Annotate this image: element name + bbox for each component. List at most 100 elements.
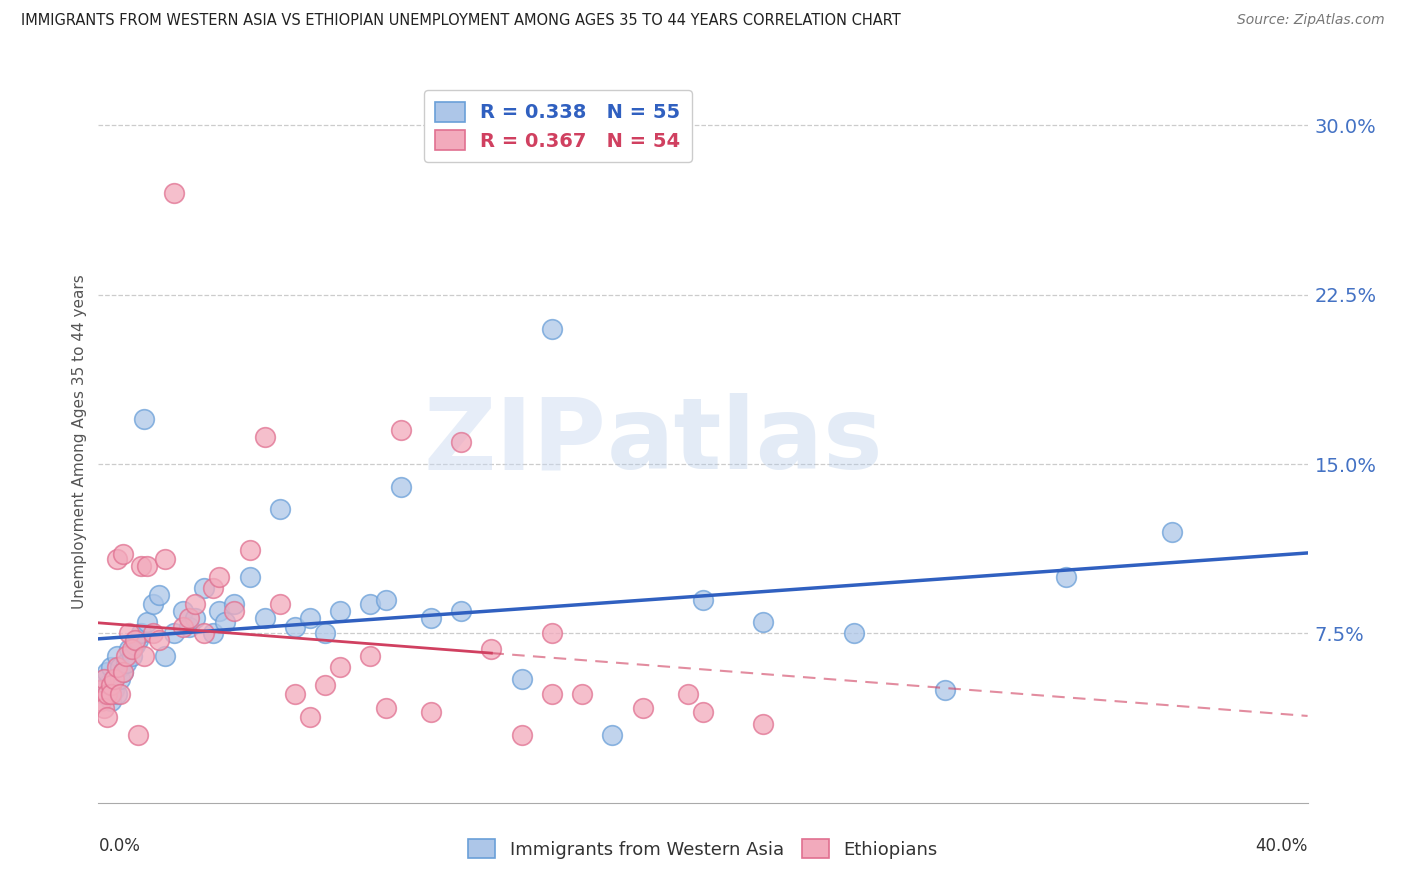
Point — [208, 604, 231, 618]
Point — [389, 480, 412, 494]
Point — [105, 660, 128, 674]
Point — [193, 582, 215, 596]
Point — [96, 710, 118, 724]
Point — [540, 687, 562, 701]
Point — [142, 597, 165, 611]
Point — [1054, 570, 1077, 584]
Y-axis label: Unemployment Among Ages 35 to 44 years: Unemployment Among Ages 35 to 44 years — [72, 274, 87, 609]
Legend: Immigrants from Western Asia, Ethiopians: Immigrants from Western Asia, Ethiopians — [461, 832, 945, 866]
Point — [129, 626, 152, 640]
Point — [105, 687, 128, 701]
Point — [111, 548, 134, 562]
Point — [314, 678, 336, 692]
Point — [202, 582, 225, 596]
Point — [135, 558, 157, 573]
Point — [184, 597, 207, 611]
Point — [253, 430, 276, 444]
Point — [118, 642, 141, 657]
Point — [103, 672, 125, 686]
Text: 40.0%: 40.0% — [1256, 837, 1308, 855]
Point — [179, 620, 201, 634]
Point — [103, 682, 125, 697]
Point — [239, 542, 262, 557]
Point — [100, 678, 122, 692]
Point — [692, 706, 714, 720]
Point — [153, 648, 176, 663]
Point — [540, 626, 562, 640]
Point — [108, 687, 131, 701]
Point — [108, 672, 131, 686]
Point — [420, 610, 443, 624]
Point — [193, 626, 215, 640]
Point — [571, 687, 593, 701]
Point — [299, 610, 322, 624]
Point — [93, 672, 115, 686]
Point — [163, 186, 186, 201]
Point — [239, 570, 262, 584]
Point — [93, 672, 115, 686]
Text: atlas: atlas — [606, 393, 883, 490]
Point — [450, 434, 472, 449]
Point — [163, 626, 186, 640]
Point — [127, 633, 149, 648]
Point — [114, 656, 136, 670]
Point — [108, 660, 131, 674]
Point — [132, 412, 155, 426]
Point — [124, 638, 146, 652]
Point — [692, 592, 714, 607]
Point — [389, 423, 412, 437]
Point — [450, 604, 472, 618]
Point — [184, 610, 207, 624]
Point — [269, 502, 291, 516]
Point — [172, 604, 194, 618]
Point — [121, 642, 143, 657]
Point — [208, 570, 231, 584]
Point — [224, 604, 246, 618]
Point — [93, 687, 115, 701]
Point — [269, 597, 291, 611]
Point — [153, 552, 176, 566]
Point — [90, 682, 112, 697]
Text: 0.0%: 0.0% — [98, 837, 141, 855]
Point — [100, 687, 122, 701]
Text: IMMIGRANTS FROM WESTERN ASIA VS ETHIOPIAN UNEMPLOYMENT AMONG AGES 35 TO 44 YEARS: IMMIGRANTS FROM WESTERN ASIA VS ETHIOPIA… — [21, 13, 901, 29]
Point — [132, 648, 155, 663]
Point — [90, 694, 112, 708]
Point — [111, 665, 134, 679]
Point — [481, 642, 503, 657]
Point — [129, 558, 152, 573]
Point — [121, 648, 143, 663]
Point — [752, 615, 775, 630]
Point — [374, 701, 396, 715]
Point — [142, 626, 165, 640]
Point — [934, 682, 956, 697]
Point — [224, 597, 246, 611]
Point — [420, 706, 443, 720]
Point — [602, 728, 624, 742]
Point — [202, 626, 225, 640]
Point — [93, 701, 115, 715]
Point — [253, 610, 276, 624]
Point — [148, 588, 170, 602]
Point — [214, 615, 236, 630]
Point — [360, 597, 382, 611]
Point — [374, 592, 396, 607]
Point — [284, 620, 307, 634]
Point — [103, 672, 125, 686]
Point — [631, 701, 654, 715]
Point — [111, 665, 134, 679]
Point — [676, 687, 699, 701]
Point — [360, 648, 382, 663]
Point — [124, 633, 146, 648]
Point — [100, 660, 122, 674]
Point — [510, 728, 533, 742]
Point — [1160, 524, 1182, 539]
Point — [510, 672, 533, 686]
Point — [90, 682, 112, 697]
Point — [752, 716, 775, 731]
Point — [96, 665, 118, 679]
Point — [314, 626, 336, 640]
Point — [114, 648, 136, 663]
Text: ZIP: ZIP — [423, 393, 606, 490]
Point — [179, 610, 201, 624]
